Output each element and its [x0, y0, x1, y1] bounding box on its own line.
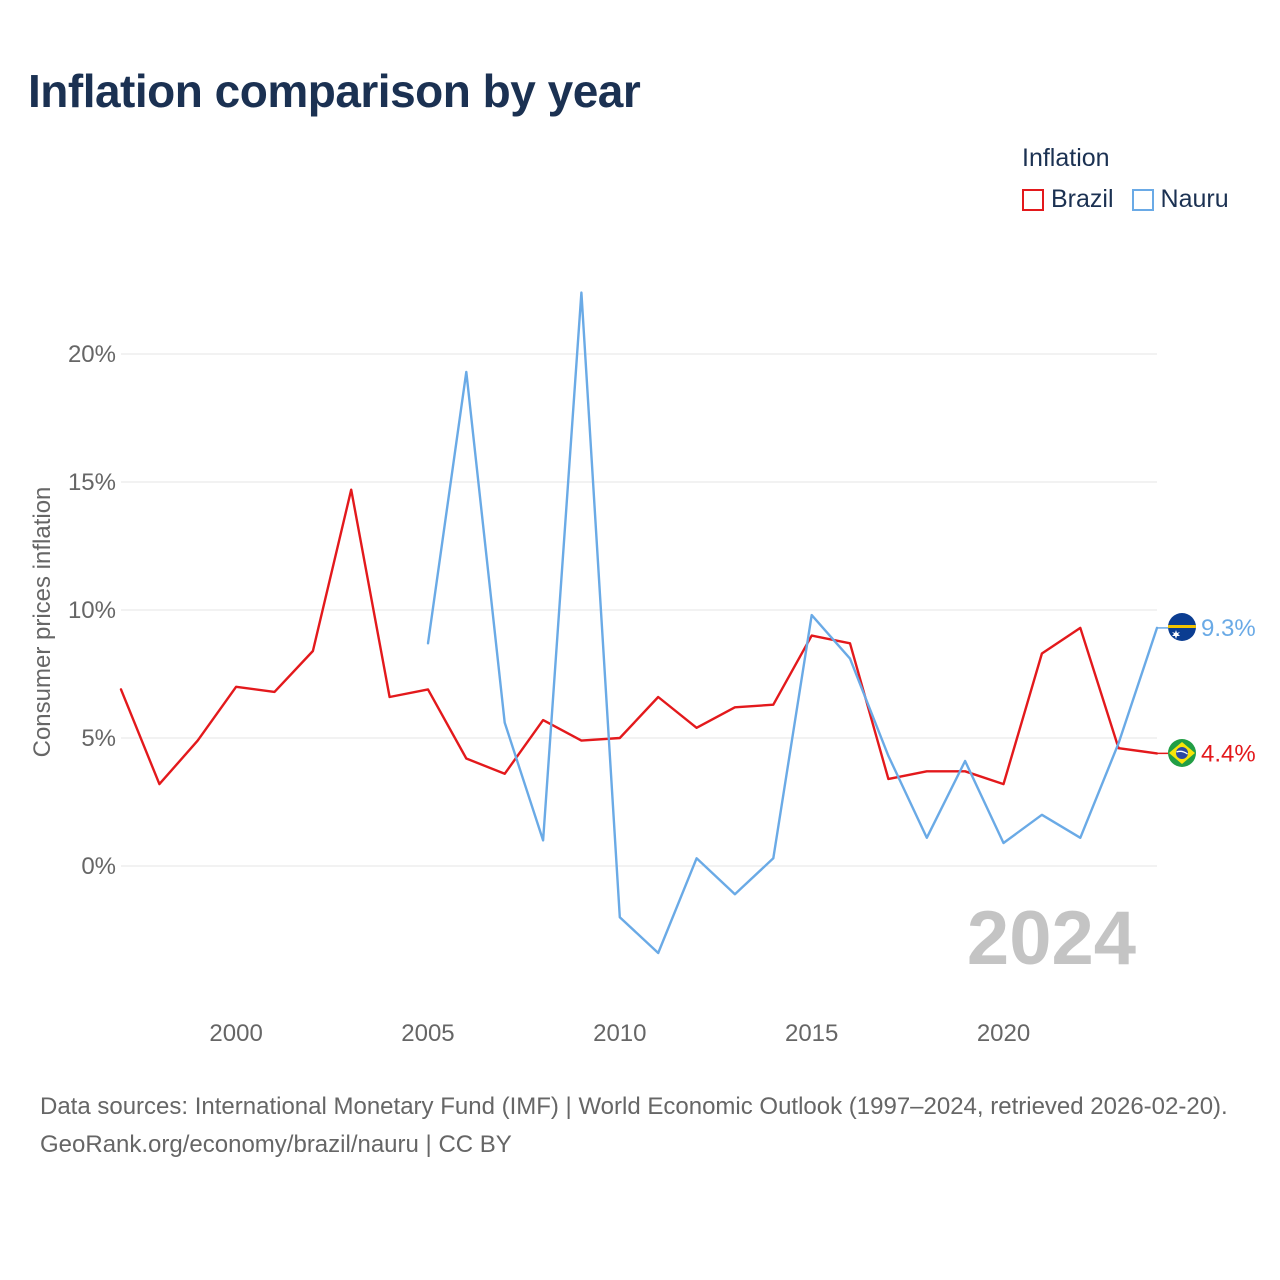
- x-tick-label: 2005: [401, 1020, 454, 1047]
- legend-item-nauru[interactable]: Nauru: [1131, 185, 1229, 214]
- end-markers: [1168, 613, 1196, 767]
- year-watermark: 2024: [967, 896, 1136, 981]
- legend-label-brazil: Brazil: [1051, 185, 1114, 213]
- y-tick-label: 15%: [68, 469, 116, 496]
- legend-title: Inflation: [1022, 144, 1110, 172]
- series-lines: [119, 291, 1168, 955]
- y-tick-labels: 0% 5% 10% 15% 20%: [68, 341, 116, 880]
- legend-items: Brazil Nauru: [1022, 185, 1229, 214]
- source-link[interactable]: GeoRank.org/economy/brazil/nauru | CC BY: [40, 1131, 512, 1158]
- series-line-nauru: [426, 291, 1159, 955]
- x-tick-label: 2000: [209, 1020, 262, 1047]
- gridlines: [121, 353, 1157, 867]
- nauru-flag-icon: [1168, 613, 1196, 641]
- y-axis-label: Consumer prices inflation: [29, 487, 56, 758]
- end-labels: 4.4% 9.3%: [1201, 615, 1256, 767]
- legend-item-brazil[interactable]: Brazil: [1022, 185, 1114, 214]
- x-tick-labels: 2000 2005 2010 2015 2020: [209, 1020, 1030, 1047]
- x-tick-label: 2010: [593, 1020, 646, 1047]
- y-tick-label: 20%: [68, 341, 116, 368]
- y-tick-label: 10%: [68, 597, 116, 624]
- chart-title: Inflation comparison by year: [28, 65, 641, 117]
- y-tick-label: 0%: [81, 853, 116, 880]
- brazil-flag-icon: [1168, 739, 1196, 767]
- legend: Inflation Brazil Nauru: [1022, 144, 1229, 214]
- source-note: Data sources: International Monetary Fun…: [40, 1088, 1250, 1164]
- legend-swatch-nauru: [1131, 188, 1154, 211]
- end-label-nauru: 9.3%: [1201, 615, 1256, 642]
- source-text: Data sources: International Monetary Fun…: [40, 1093, 1228, 1120]
- legend-label-nauru: Nauru: [1160, 185, 1229, 213]
- x-tick-label: 2015: [785, 1020, 838, 1047]
- y-tick-label: 5%: [81, 725, 116, 752]
- legend-swatch-brazil: [1022, 188, 1044, 211]
- x-tick-label: 2020: [977, 1020, 1030, 1047]
- end-label-brazil: 4.4%: [1201, 740, 1256, 767]
- series-line-brazil: [119, 488, 1159, 786]
